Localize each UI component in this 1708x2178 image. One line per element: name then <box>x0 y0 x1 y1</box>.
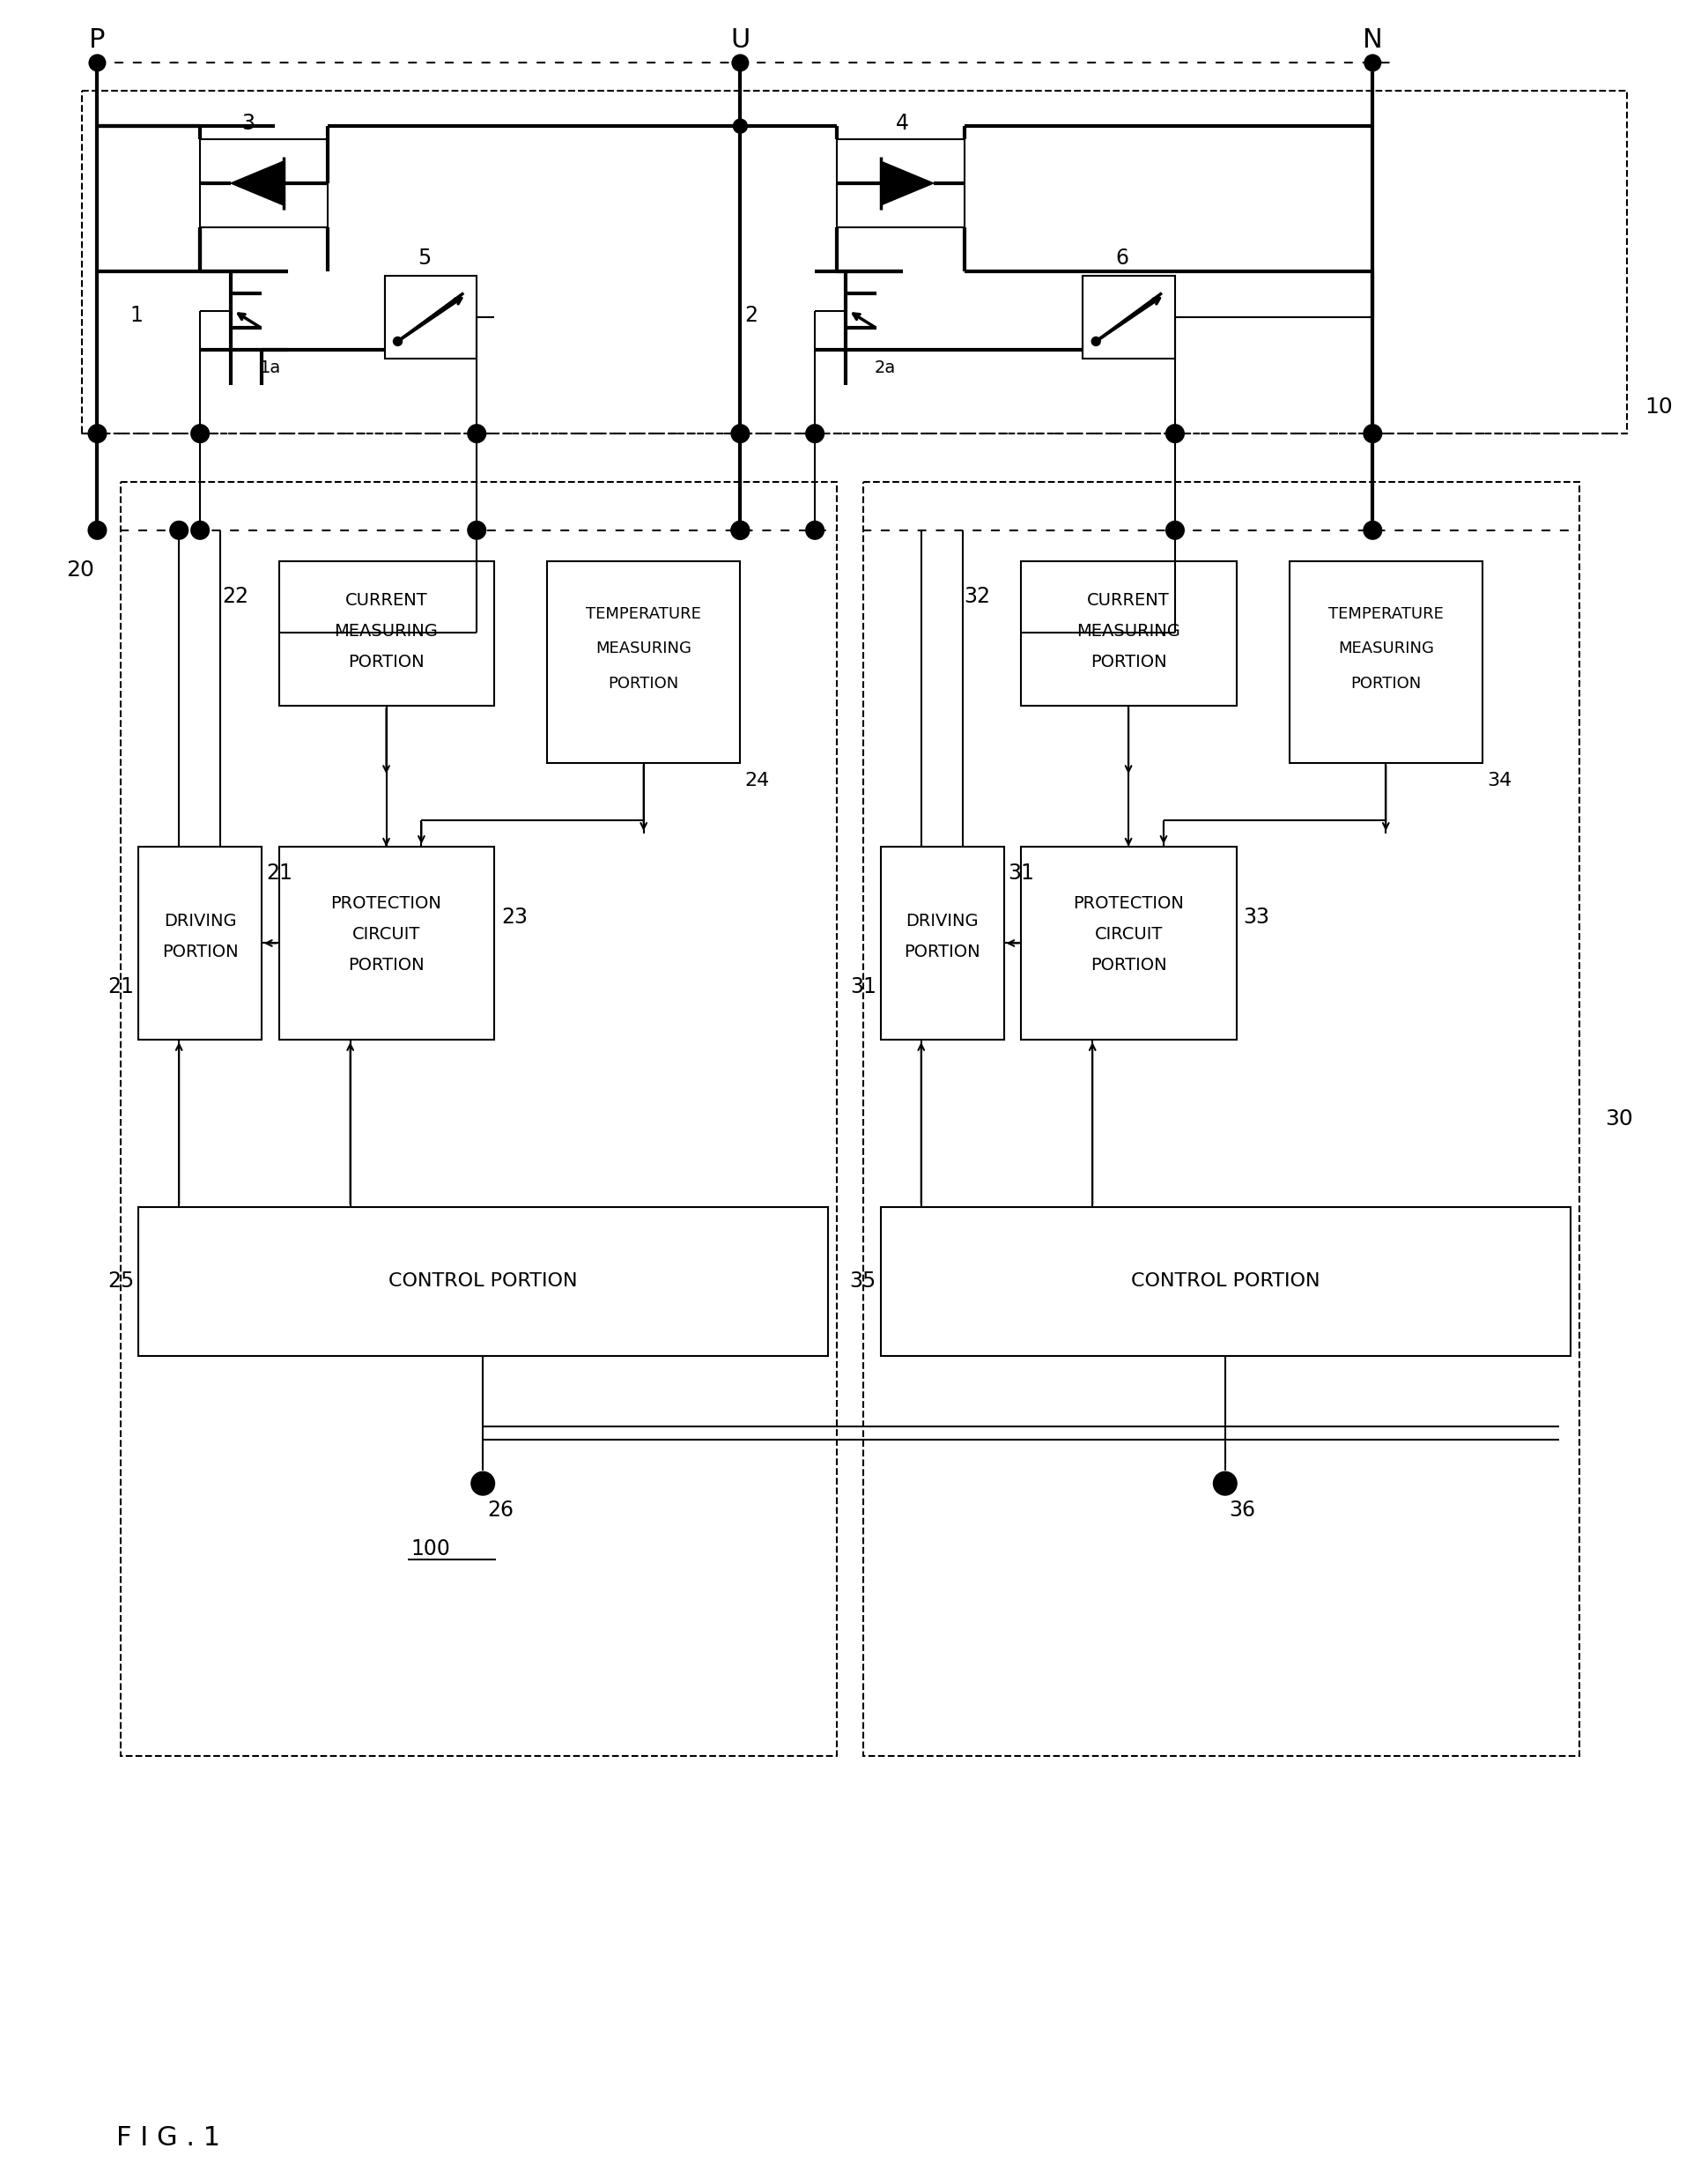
Text: PORTION: PORTION <box>1090 956 1167 974</box>
Text: CONTROL PORTION: CONTROL PORTION <box>388 1272 577 1289</box>
Text: 1a: 1a <box>260 359 282 377</box>
Circle shape <box>89 54 106 70</box>
Bar <box>384 274 477 359</box>
Text: P: P <box>89 28 106 52</box>
Text: 24: 24 <box>745 771 770 788</box>
Circle shape <box>468 425 485 442</box>
Bar <box>1021 847 1237 1039</box>
Circle shape <box>171 521 188 538</box>
Text: 100: 100 <box>410 1540 449 1559</box>
Text: CIRCUIT: CIRCUIT <box>1095 926 1163 943</box>
Text: 6: 6 <box>1115 248 1129 268</box>
Text: MEASURING: MEASURING <box>1337 640 1433 658</box>
Circle shape <box>393 338 401 346</box>
Circle shape <box>731 425 750 442</box>
Bar <box>881 1207 1570 1357</box>
Text: CURRENT: CURRENT <box>1088 592 1170 610</box>
Text: 35: 35 <box>851 1270 876 1292</box>
Text: CURRENT: CURRENT <box>345 592 427 610</box>
Bar <box>837 139 965 227</box>
Text: MEASURING: MEASURING <box>596 640 692 658</box>
Text: 1: 1 <box>130 305 143 325</box>
Text: CIRCUIT: CIRCUIT <box>352 926 420 943</box>
Text: 25: 25 <box>108 1270 135 1292</box>
Text: 22: 22 <box>222 586 248 608</box>
Text: N: N <box>1363 28 1383 52</box>
Circle shape <box>89 521 106 538</box>
Text: 21: 21 <box>108 976 135 998</box>
Text: MEASURING: MEASURING <box>335 623 439 640</box>
Polygon shape <box>881 161 934 205</box>
Text: TEMPERATURE: TEMPERATURE <box>586 605 702 621</box>
Text: PROTECTION: PROTECTION <box>331 895 442 913</box>
Text: PORTION: PORTION <box>1351 675 1421 693</box>
Bar <box>1290 562 1483 762</box>
Bar <box>138 1207 828 1357</box>
Text: 21: 21 <box>266 862 292 884</box>
Circle shape <box>733 120 748 133</box>
Circle shape <box>1167 425 1184 442</box>
Circle shape <box>806 521 823 538</box>
Text: PORTION: PORTION <box>348 956 424 974</box>
Circle shape <box>191 521 208 538</box>
Text: 26: 26 <box>487 1498 514 1520</box>
Circle shape <box>89 425 106 442</box>
Text: 2a: 2a <box>874 359 897 377</box>
Text: PORTION: PORTION <box>162 943 237 960</box>
Bar <box>1021 562 1237 706</box>
Text: DRIVING: DRIVING <box>164 913 236 930</box>
Text: 5: 5 <box>417 248 430 268</box>
Circle shape <box>468 521 485 538</box>
Circle shape <box>1214 1472 1237 1494</box>
Text: 10: 10 <box>1645 396 1672 418</box>
Text: 32: 32 <box>963 586 991 608</box>
Text: 2: 2 <box>745 305 758 325</box>
Text: TEMPERATURE: TEMPERATURE <box>1329 605 1443 621</box>
Bar <box>138 847 261 1039</box>
Text: 23: 23 <box>502 906 528 928</box>
Circle shape <box>1167 521 1184 538</box>
Text: 4: 4 <box>897 113 909 135</box>
Circle shape <box>1365 521 1382 538</box>
Text: 30: 30 <box>1606 1109 1633 1130</box>
Bar <box>863 481 1580 1755</box>
Circle shape <box>191 425 208 442</box>
Text: MEASURING: MEASURING <box>1076 623 1180 640</box>
Text: 20: 20 <box>67 560 94 579</box>
Circle shape <box>471 1472 494 1494</box>
Circle shape <box>733 54 748 70</box>
Bar <box>881 847 1004 1039</box>
Circle shape <box>731 521 750 538</box>
Text: PORTION: PORTION <box>608 675 680 693</box>
Polygon shape <box>231 161 284 205</box>
Text: 33: 33 <box>1243 906 1271 928</box>
Text: PORTION: PORTION <box>348 653 424 671</box>
Bar <box>121 481 837 1755</box>
Text: 31: 31 <box>851 976 876 998</box>
Text: 31: 31 <box>1008 862 1035 884</box>
Bar <box>200 139 328 227</box>
Text: 34: 34 <box>1488 771 1512 788</box>
Bar <box>1083 274 1175 359</box>
Text: 3: 3 <box>243 113 254 135</box>
Text: 36: 36 <box>1230 1498 1255 1520</box>
Text: DRIVING: DRIVING <box>905 913 979 930</box>
Circle shape <box>1365 425 1382 442</box>
Text: CONTROL PORTION: CONTROL PORTION <box>1131 1272 1320 1289</box>
Bar <box>547 562 740 762</box>
Text: PORTION: PORTION <box>1090 653 1167 671</box>
Text: PROTECTION: PROTECTION <box>1073 895 1184 913</box>
Circle shape <box>731 521 750 538</box>
Text: U: U <box>731 28 750 52</box>
Text: PORTION: PORTION <box>904 943 980 960</box>
Bar <box>82 91 1628 433</box>
Circle shape <box>1365 54 1380 70</box>
Circle shape <box>806 425 823 442</box>
Text: F I G . 1: F I G . 1 <box>116 2126 220 2150</box>
Bar <box>278 847 494 1039</box>
Bar <box>278 562 494 706</box>
Circle shape <box>1091 338 1100 346</box>
